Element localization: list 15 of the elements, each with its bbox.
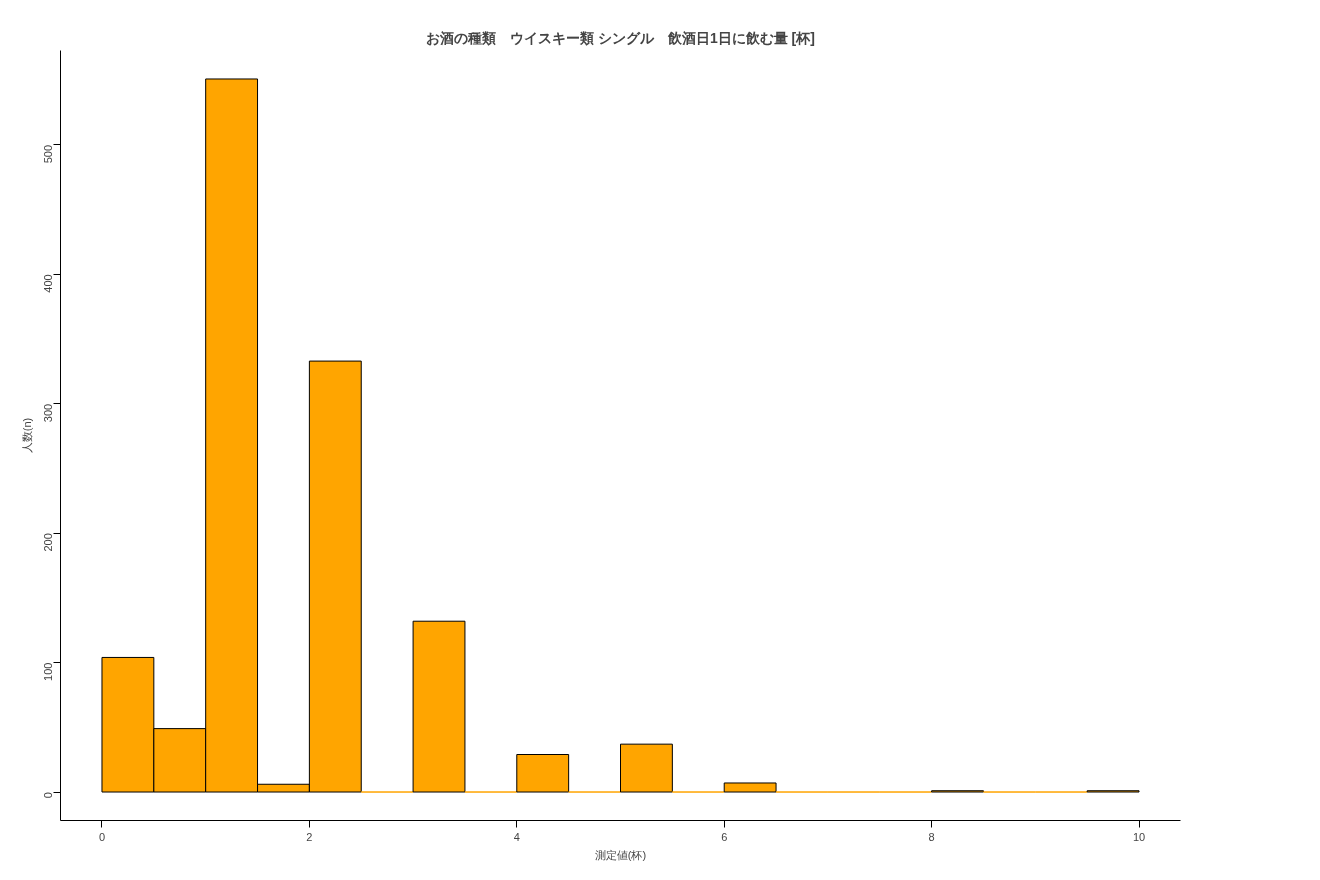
chart-title: お酒の種類 ウイスキー類 シングル 飲酒日1日に飲む量 [杯] (426, 29, 815, 46)
x-tick-label: 2 (306, 830, 313, 843)
y-axis-title: 人数(n) (20, 417, 33, 454)
y-tick-label: 100 (42, 662, 55, 681)
x-tick-label: 0 (98, 830, 106, 843)
y-tick-label: 200 (42, 533, 55, 552)
y-tick-label: 0 (42, 792, 55, 799)
x-tick-label: 10 (1132, 830, 1146, 843)
x-tick-label: 4 (513, 830, 520, 843)
x-tick-label: 6 (721, 830, 728, 843)
y-tick-label: 500 (42, 144, 55, 164)
x-tick-label: 8 (928, 830, 935, 843)
x-axis-title: 測定値(杯) (594, 848, 647, 861)
y-tick-label: 300 (42, 403, 55, 423)
y-tick-label: 400 (42, 274, 55, 293)
